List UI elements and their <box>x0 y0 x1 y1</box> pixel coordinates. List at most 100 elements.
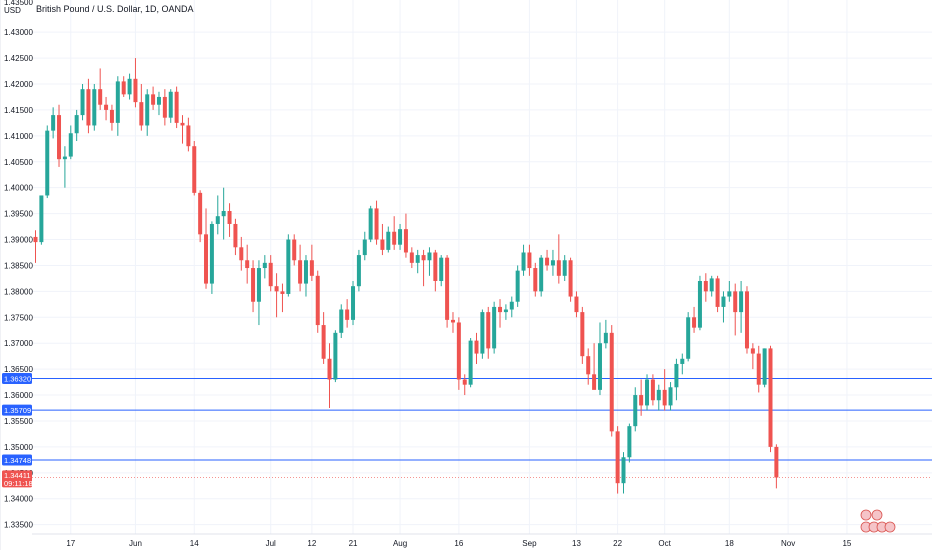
candle <box>692 306 697 333</box>
candle-body <box>45 130 50 196</box>
candle-body <box>456 322 461 380</box>
candle-body <box>151 94 156 105</box>
candle <box>456 317 461 390</box>
price-tick-label: 1.43500 <box>4 0 33 7</box>
currency-label: USD <box>4 6 21 15</box>
candle-body <box>356 255 361 287</box>
candle-body <box>650 379 655 401</box>
candle-body <box>80 89 85 116</box>
chart-title: British Pound / U.S. Dollar, 1D, OANDA <box>36 4 194 14</box>
candle <box>286 234 291 297</box>
candle <box>715 275 720 313</box>
candle-body <box>597 343 602 390</box>
candle-body <box>115 81 120 123</box>
candle <box>727 280 732 302</box>
candle-body <box>462 379 467 385</box>
candle <box>709 275 714 297</box>
candle <box>245 244 250 284</box>
candle <box>592 343 597 390</box>
candle-body <box>556 260 561 276</box>
candle <box>509 296 514 318</box>
candle <box>127 73 132 100</box>
candle <box>256 260 261 326</box>
last-price-tag <box>2 470 32 488</box>
candle <box>486 306 491 359</box>
candle-body <box>756 353 761 385</box>
candle-body <box>409 252 414 263</box>
candle <box>409 247 414 269</box>
candle <box>662 369 667 411</box>
candle <box>174 86 179 129</box>
candle-body <box>521 252 526 271</box>
candle <box>227 203 232 237</box>
candle-body <box>368 208 373 240</box>
time-axis[interactable]: 17 Jun 14 Jul 12 21 Aug 16 Sep 13 22 Oct 18 Nov 15 <box>66 539 852 548</box>
candle <box>686 312 691 362</box>
candle-body <box>592 374 597 390</box>
price-tick-label: 1.41500 <box>4 106 33 115</box>
price-tick-label: 1.40500 <box>4 158 33 167</box>
candle-body <box>303 260 308 284</box>
candle <box>574 291 579 318</box>
candle-body <box>545 257 550 266</box>
level-price-label: 1.34748 <box>4 456 31 465</box>
candle-body <box>262 262 267 269</box>
candle-body <box>744 291 749 349</box>
candle <box>768 345 773 453</box>
candle-body <box>703 280 708 292</box>
candle-body <box>674 363 679 388</box>
price-tick-label: 1.35500 <box>4 417 33 426</box>
candle-body <box>192 146 197 193</box>
candle-body <box>204 234 209 284</box>
candle-body <box>268 262 273 287</box>
candle <box>198 190 203 243</box>
candle <box>374 200 379 245</box>
candle-body <box>515 270 520 302</box>
candle-body <box>492 306 497 349</box>
candle-body <box>562 260 567 276</box>
candle <box>433 249 438 292</box>
candle <box>633 387 638 432</box>
price-tick-label: 1.34000 <box>4 495 33 504</box>
horizontal-levels <box>32 377 932 478</box>
candle <box>262 255 267 279</box>
candle <box>568 257 573 302</box>
candle-body <box>680 358 685 364</box>
candle <box>321 312 326 364</box>
candle <box>221 187 226 240</box>
candle-body <box>697 280 702 328</box>
candle <box>421 249 426 287</box>
candle-body <box>474 340 479 354</box>
price-tick-label: 1.42500 <box>4 54 33 63</box>
candle-body <box>709 278 714 292</box>
candle-body <box>415 255 420 263</box>
candle-body <box>233 223 238 248</box>
price-tick-label: 1.35000 <box>4 443 33 452</box>
candle-body <box>174 91 179 123</box>
candle-body <box>503 309 508 313</box>
candle <box>215 195 220 235</box>
candle <box>298 244 303 292</box>
price-tick-label: 1.39500 <box>4 210 33 219</box>
candle <box>474 332 479 364</box>
candle <box>315 270 320 333</box>
candle <box>204 208 209 289</box>
time-tick-label: 15 <box>842 539 851 548</box>
candle-body <box>509 301 514 310</box>
candle-body <box>57 115 62 160</box>
candle <box>609 325 614 437</box>
candle-body <box>574 296 579 313</box>
candle <box>62 146 67 188</box>
candle-body <box>692 317 697 328</box>
candle <box>39 195 44 245</box>
candle-body <box>133 78 138 103</box>
candle-body <box>568 260 573 297</box>
candle-body <box>639 395 644 406</box>
time-tick-label: Jun <box>129 539 142 548</box>
candle <box>650 374 655 406</box>
price-tick-label: 1.36000 <box>4 391 33 400</box>
candle-body <box>450 319 455 323</box>
candle-body <box>750 348 755 354</box>
